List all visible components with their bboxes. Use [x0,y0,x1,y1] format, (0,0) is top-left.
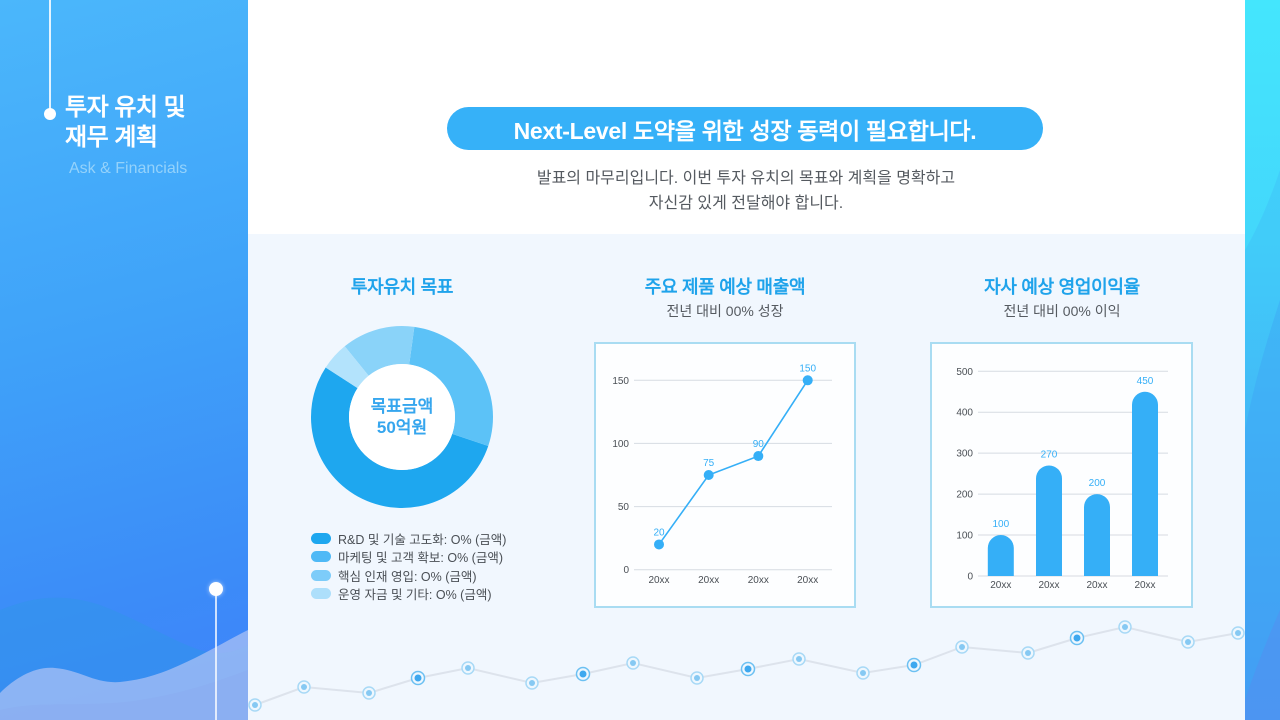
legend-label: 운영 자금 및 기타: O% (금액) [338,588,492,603]
legend-swatch-icon [311,532,331,544]
svg-text:90: 90 [753,439,765,450]
section-title-line1: 투자 유치 및 [65,94,186,121]
svg-text:400: 400 [956,408,973,419]
donut-segment [311,367,489,508]
margin-title: 자사 예상 영업이익율 [984,277,1140,297]
svg-text:75: 75 [703,458,715,469]
bar-chart-plot: 0 100 200 300 400 500 100 20xx 270 20xx 200 20xx 450… [956,367,1168,591]
section-title-line2: 재무 계획 [65,124,158,151]
legend-swatch-icon [311,569,331,581]
svg-text:270: 270 [1041,449,1058,460]
svg-text:20xx: 20xx [1086,580,1107,591]
investment-donut-chart [311,326,493,508]
wave-decoration-icon [1245,170,1280,720]
legend-item: 핵심 인재 영입: O% (금액) [311,566,506,585]
donut-segment [344,326,415,376]
svg-text:0: 0 [623,565,629,576]
legend-swatch-icon [311,588,331,600]
donut-center-label-line1: 목표금액 [370,397,434,416]
legend-item: 운영 자금 및 기타: O% (금액) [311,585,506,604]
svg-text:100: 100 [612,439,629,450]
svg-text:450: 450 [1137,376,1154,387]
svg-text:20xx: 20xx [698,575,719,586]
svg-text:20xx: 20xx [1134,580,1155,591]
legend-item: 마케팅 및 고객 확보: O% (금액) [311,548,506,567]
svg-text:20: 20 [653,527,665,538]
donut-segment [409,326,493,447]
svg-text:200: 200 [1089,478,1106,489]
donut-center-label-line2: 50억원 [376,418,428,437]
legend-label: 마케팅 및 고객 확보: O% (금액) [338,551,504,566]
donut-legend: R&D 및 기술 고도화: O% (금액) 마케팅 및 고객 확보: O% (금… [311,529,506,603]
margin-subtitle: 전년 대비 00% 이익 [1003,303,1121,319]
section-title: 투자 유치 및 재무 계획 [65,93,186,153]
timeline-dot-icon [209,582,223,596]
svg-text:20xx: 20xx [990,580,1011,591]
svg-text:20xx: 20xx [748,575,769,586]
svg-text:200: 200 [956,490,973,501]
legend-item: R&D 및 기술 고도화: O% (금액) [311,529,506,548]
svg-text:100: 100 [992,519,1009,530]
investment-goal-title: 투자유치 목표 [350,277,454,297]
wave-decoration-icon [0,597,248,720]
line-chart-plot: 0 50 100 150 20 20xx 75 20xx 90 20xx 150 20xx [612,363,832,586]
svg-text:500: 500 [956,367,973,378]
svg-text:0: 0 [967,572,973,583]
description-line2: 자신감 있게 전달해야 합니다. [648,195,844,212]
sidebar-panel: 투자 유치 및 재무 계획 Ask & Financials [0,0,248,720]
margin-bar-chart: 0 100 200 300 400 500 100 20xx 270 20xx 200 20xx 450… [930,342,1193,608]
donut-segment [325,346,369,389]
svg-text:300: 300 [956,449,973,460]
revenue-line-chart: 0 50 100 150 20 20xx 75 20xx 90 20xx 150 20xx [594,342,856,608]
legend-swatch-icon [311,551,331,563]
svg-text:20xx: 20xx [797,575,818,586]
description-line1: 발표의 마무리입니다. 이번 투자 유치의 목표와 계획을 명확하고 [536,170,956,187]
donut-center-label: 목표금액 50억원 [352,396,452,438]
revenue-title: 주요 제품 예상 매출액 [644,277,806,297]
legend-label: R&D 및 기술 고도화: O% (금액) [338,532,507,547]
svg-text:150: 150 [612,376,629,387]
revenue-subtitle: 전년 대비 00% 성장 [666,303,784,319]
svg-text:20xx: 20xx [648,575,669,586]
timeline-line-bottom [215,594,217,720]
decorative-trend-line-icon [248,620,1245,712]
timeline-dot-icon [44,108,56,120]
legend-label: 핵심 인재 영입: O% (금액) [338,569,477,584]
svg-text:100: 100 [956,531,973,542]
headline-banner: Next-Level 도약을 위한 성장 동력이 필요합니다. [447,107,1043,150]
svg-text:150: 150 [799,363,816,374]
timeline-line-top [49,0,51,112]
right-accent-strip [1245,0,1280,720]
svg-text:50: 50 [618,502,630,513]
svg-text:20xx: 20xx [1038,580,1059,591]
section-subtitle: Ask & Financials [69,160,188,177]
